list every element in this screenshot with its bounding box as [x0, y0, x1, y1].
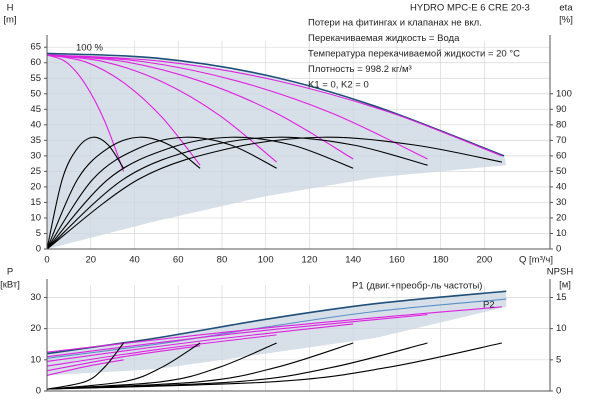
y2-tick-label: 20 [556, 212, 567, 223]
curve [46, 52, 505, 157]
x-tick-label: 120 [302, 255, 318, 266]
y-tick-label: 35 [30, 135, 41, 146]
x-tick-label: 60 [173, 255, 184, 266]
x-tick-label: 80 [217, 255, 228, 266]
axis-label: H [7, 3, 14, 14]
x-tick-label: 180 [433, 255, 449, 266]
curve [46, 54, 503, 157]
y2-tick-label: 50 [556, 166, 567, 177]
x-tick-label: 200 [476, 255, 492, 266]
note: Температура перекачиваемой жидкости = 20… [308, 49, 520, 60]
curve [46, 136, 277, 250]
curve [46, 314, 428, 358]
y-tick-label: 10 [30, 354, 41, 365]
x-tick-label: 0 [44, 255, 49, 266]
curve [46, 359, 124, 376]
note: Перекачиваемая жидкость = Вода [308, 33, 460, 44]
y2-tick-label: 10 [556, 323, 567, 334]
operating-area [47, 291, 507, 376]
x-tick-label: 40 [129, 255, 140, 266]
y-tick-label: 15 [30, 197, 41, 208]
curve [46, 54, 125, 172]
curve [46, 342, 201, 390]
y-tick-label: 60 [30, 57, 41, 68]
curve [46, 136, 354, 250]
y-tick-label: 65 [30, 42, 41, 53]
axis-label: Q [m³/ч] [519, 255, 553, 266]
y2-tick-label: 5 [556, 354, 561, 365]
y2-tick-label: 40 [556, 181, 567, 192]
y2-tick-label: 90 [556, 104, 567, 115]
x-tick-label: 140 [345, 255, 361, 266]
note: K1 = 0, K2 = 0 [308, 80, 369, 91]
curve [46, 306, 502, 353]
axis-label: [м] [559, 280, 571, 291]
axis-label: [m] [3, 15, 16, 26]
note: Плотность = 998.2 кг/м³ [308, 64, 412, 75]
curve [46, 136, 428, 250]
y-tick-label: 50 [30, 88, 41, 99]
axis-label: [кВт] [0, 280, 20, 291]
y2-tick-label: 100 [556, 88, 572, 99]
y2-tick-label: 60 [556, 150, 567, 161]
chart-title: HYDRO MPC-E 6 CRE 20-3 [410, 3, 530, 14]
y2-tick-label: 0 [556, 244, 561, 255]
curve [46, 136, 201, 250]
curve [46, 54, 277, 163]
axis-label: P [7, 267, 13, 278]
annotation: P2 [483, 300, 495, 311]
curve [46, 345, 201, 372]
annotation: P1 (двиг.+преобр-ль частоты) [352, 281, 482, 292]
curve [46, 323, 354, 362]
curve [46, 136, 502, 250]
curve [46, 54, 201, 166]
y-tick-label: 0 [36, 244, 41, 255]
y2-tick-label: 10 [556, 228, 567, 239]
y-tick-label: 25 [30, 166, 41, 177]
curve [46, 342, 124, 390]
curve [46, 54, 354, 160]
y-tick-label: 10 [30, 212, 41, 223]
y2-tick-label: 30 [556, 197, 567, 208]
y2-tick-label: 15 [556, 292, 567, 303]
y-tick-label: 5 [36, 228, 41, 239]
y2-tick-label: 70 [556, 135, 567, 146]
annotation: 100 % [76, 43, 103, 54]
y-tick-label: 45 [30, 104, 41, 115]
y-tick-label: 0 [36, 386, 41, 397]
curve [46, 136, 125, 250]
curve [46, 342, 503, 390]
curve [46, 54, 428, 160]
y-tick-label: 55 [30, 73, 41, 84]
y-tick-label: 20 [30, 323, 41, 334]
curve [46, 334, 277, 367]
y-tick-label: 40 [30, 119, 41, 130]
y-tick-label: 30 [30, 292, 41, 303]
x-tick-label: 100 [258, 255, 274, 266]
axis-label: NPSH [547, 267, 574, 278]
y2-tick-label: 80 [556, 119, 567, 130]
y2-tick-label: 0 [556, 386, 561, 397]
y-tick-label: 30 [30, 150, 41, 161]
note: Потери на фитингах и клапанах не вкл. [308, 18, 482, 29]
x-tick-label: 160 [389, 255, 405, 266]
operating-area [47, 53, 507, 250]
curve [46, 298, 507, 359]
x-tick-label: 20 [85, 255, 96, 266]
axis-label: eta [559, 3, 573, 14]
axis-label: [%] [559, 15, 573, 26]
y-tick-label: 20 [30, 181, 41, 192]
